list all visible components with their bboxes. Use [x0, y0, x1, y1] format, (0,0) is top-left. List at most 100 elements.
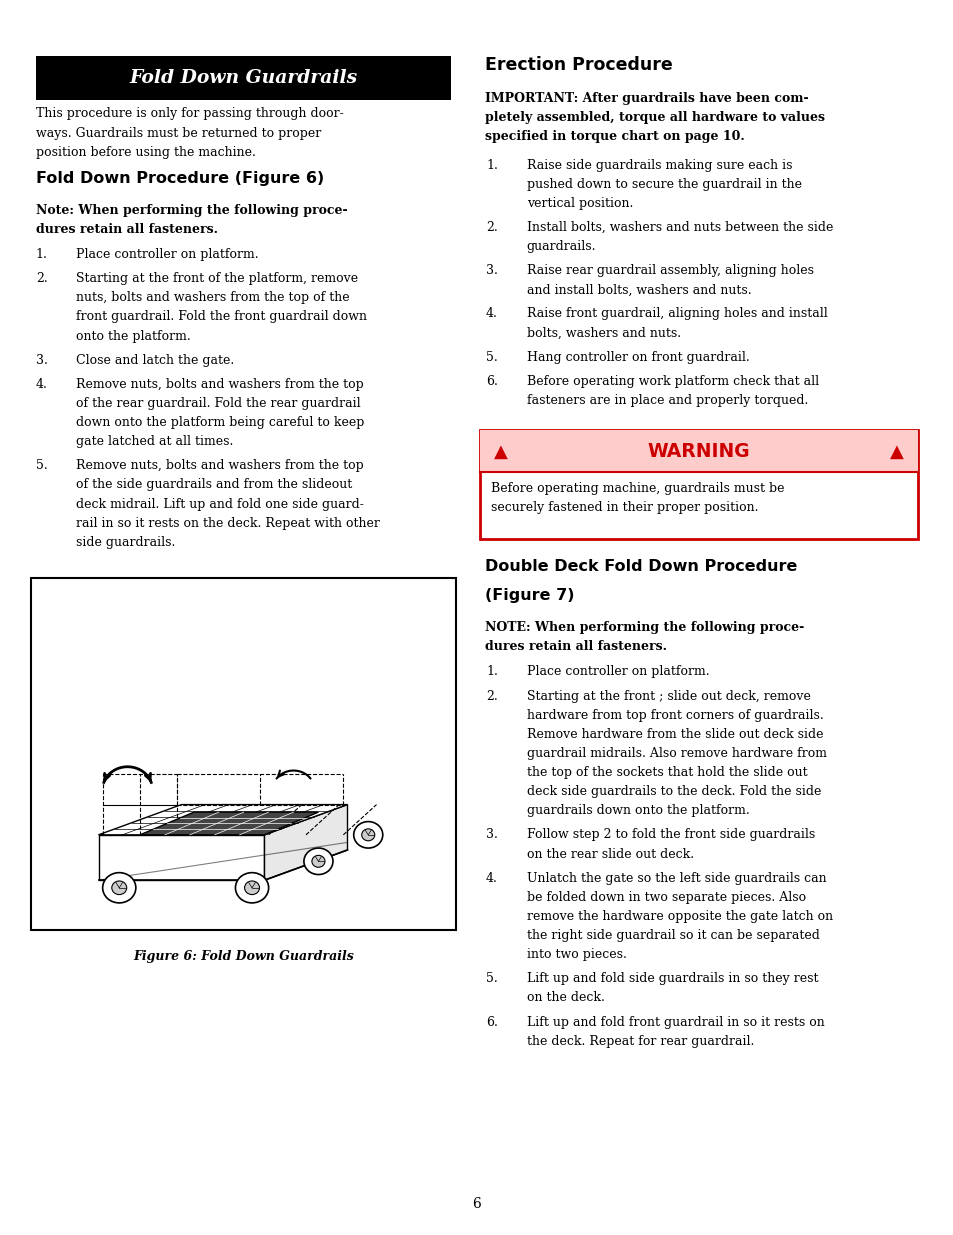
Text: onto the platform.: onto the platform. [76, 330, 191, 342]
Text: IMPORTANT: After guardrails have been com-: IMPORTANT: After guardrails have been co… [484, 91, 807, 105]
Text: Install bolts, washers and nuts between the side: Install bolts, washers and nuts between … [526, 221, 832, 233]
Text: Hang controller on front guardrail.: Hang controller on front guardrail. [526, 351, 748, 363]
Text: the deck. Repeat for rear guardrail.: the deck. Repeat for rear guardrail. [526, 1035, 753, 1047]
FancyBboxPatch shape [479, 430, 917, 538]
Text: 1.: 1. [36, 248, 48, 261]
Text: 5.: 5. [486, 351, 497, 363]
Text: rail in so it rests on the deck. Repeat with other: rail in so it rests on the deck. Repeat … [76, 516, 380, 530]
Text: Fold Down Procedure (Figure 6): Fold Down Procedure (Figure 6) [36, 170, 324, 186]
Text: Double Deck Fold Down Procedure: Double Deck Fold Down Procedure [484, 558, 796, 574]
Text: Starting at the front of the platform, remove: Starting at the front of the platform, r… [76, 272, 358, 285]
Text: Raise rear guardrail assembly, aligning holes: Raise rear guardrail assembly, aligning … [526, 264, 813, 277]
Text: of the rear guardrail. Fold the rear guardrail: of the rear guardrail. Fold the rear gua… [76, 396, 360, 410]
Text: on the rear slide out deck.: on the rear slide out deck. [526, 847, 693, 861]
Text: ▲: ▲ [889, 442, 902, 461]
Text: Raise front guardrail, aligning holes and install: Raise front guardrail, aligning holes an… [526, 308, 826, 320]
Polygon shape [98, 835, 264, 881]
Text: Note: When performing the following proce-: Note: When performing the following proc… [36, 204, 348, 216]
Text: remove the hardware opposite the gate latch on: remove the hardware opposite the gate la… [526, 910, 832, 923]
Text: Remove hardware from the slide out deck side: Remove hardware from the slide out deck … [526, 727, 822, 741]
Text: Starting at the front ; slide out deck, remove: Starting at the front ; slide out deck, … [526, 689, 810, 703]
FancyBboxPatch shape [36, 56, 451, 100]
Text: on the deck.: on the deck. [526, 992, 604, 1004]
Polygon shape [264, 804, 347, 881]
Text: Remove nuts, bolts and washers from the top: Remove nuts, bolts and washers from the … [76, 459, 364, 472]
Text: 4.: 4. [36, 378, 48, 390]
Text: Lift up and fold front guardrail in so it rests on: Lift up and fold front guardrail in so i… [526, 1015, 823, 1029]
Text: ▲: ▲ [494, 442, 507, 461]
Text: guardrails.: guardrails. [526, 240, 596, 253]
Text: 5.: 5. [36, 459, 48, 472]
Text: 2.: 2. [36, 272, 48, 285]
Text: 4.: 4. [486, 308, 497, 320]
Text: ways. Guardrails must be returned to proper: ways. Guardrails must be returned to pro… [36, 127, 321, 140]
Text: be folded down in two separate pieces. Also: be folded down in two separate pieces. A… [526, 890, 805, 904]
Text: fasteners are in place and properly torqued.: fasteners are in place and properly torq… [526, 394, 807, 406]
Text: guardrails down onto the platform.: guardrails down onto the platform. [526, 804, 748, 818]
Text: 4.: 4. [486, 872, 497, 884]
Text: front guardrail. Fold the front guardrail down: front guardrail. Fold the front guardrai… [76, 310, 367, 324]
Text: position before using the machine.: position before using the machine. [36, 146, 255, 159]
Text: WARNING: WARNING [647, 442, 749, 461]
Text: This procedure is only for passing through door-: This procedure is only for passing throu… [36, 107, 344, 121]
Text: Place controller on platform.: Place controller on platform. [526, 666, 708, 678]
Text: 1.: 1. [486, 158, 497, 172]
Text: 3.: 3. [36, 353, 48, 367]
Text: 2.: 2. [486, 221, 497, 233]
Text: pletely assembled, torque all hardware to values: pletely assembled, torque all hardware t… [484, 111, 823, 124]
Text: NOTE: When performing the following proce-: NOTE: When performing the following proc… [484, 621, 803, 634]
Text: Follow step 2 to fold the front side guardrails: Follow step 2 to fold the front side gua… [526, 829, 814, 841]
Text: into two pieces.: into two pieces. [526, 948, 626, 961]
Text: vertical position.: vertical position. [526, 196, 633, 210]
Text: Place controller on platform.: Place controller on platform. [76, 248, 258, 261]
Text: pushed down to secure the guardrail in the: pushed down to secure the guardrail in t… [526, 178, 801, 190]
Polygon shape [98, 804, 347, 835]
Text: side guardrails.: side guardrails. [76, 536, 175, 548]
Text: Lift up and fold side guardrails in so they rest: Lift up and fold side guardrails in so t… [526, 972, 818, 986]
Text: Raise side guardrails making sure each is: Raise side guardrails making sure each i… [526, 158, 791, 172]
Text: Close and latch the gate.: Close and latch the gate. [76, 353, 234, 367]
Circle shape [354, 821, 382, 848]
Text: specified in torque chart on page 10.: specified in torque chart on page 10. [484, 130, 743, 143]
Text: deck side guardrails to the deck. Fold the side: deck side guardrails to the deck. Fold t… [526, 785, 821, 798]
Text: 3.: 3. [486, 264, 497, 277]
Text: nuts, bolts and washers from the top of the: nuts, bolts and washers from the top of … [76, 291, 350, 304]
Circle shape [244, 881, 259, 894]
Text: bolts, washers and nuts.: bolts, washers and nuts. [526, 326, 680, 340]
Text: the right side guardrail so it can be separated: the right side guardrail so it can be se… [526, 929, 819, 942]
Text: of the side guardrails and from the slideout: of the side guardrails and from the slid… [76, 478, 353, 492]
Circle shape [312, 856, 325, 867]
Circle shape [103, 873, 135, 903]
Polygon shape [140, 813, 318, 835]
Text: dures retain all fasteners.: dures retain all fasteners. [484, 640, 666, 653]
FancyBboxPatch shape [31, 578, 456, 930]
Text: guardrail midrails. Also remove hardware from: guardrail midrails. Also remove hardware… [526, 747, 825, 760]
Text: gate latched at all times.: gate latched at all times. [76, 435, 233, 448]
Text: 2.: 2. [486, 689, 497, 703]
Text: hardware from top front corners of guardrails.: hardware from top front corners of guard… [526, 709, 822, 721]
FancyBboxPatch shape [479, 430, 917, 472]
Text: Unlatch the gate so the left side guardrails can: Unlatch the gate so the left side guardr… [526, 872, 825, 884]
Text: 1.: 1. [486, 666, 497, 678]
Circle shape [235, 873, 269, 903]
Circle shape [361, 829, 375, 841]
Text: the top of the sockets that hold the slide out: the top of the sockets that hold the sli… [526, 766, 806, 779]
Text: 6.: 6. [486, 374, 497, 388]
Text: Before operating work platform check that all: Before operating work platform check tha… [526, 374, 818, 388]
Text: (Figure 7): (Figure 7) [484, 588, 574, 604]
Text: 3.: 3. [486, 829, 497, 841]
Text: 5.: 5. [486, 972, 497, 986]
Text: Fold Down Guardrails: Fold Down Guardrails [130, 69, 357, 86]
Text: securely fastened in their proper position.: securely fastened in their proper positi… [491, 501, 758, 514]
Text: deck midrail. Lift up and fold one side guard-: deck midrail. Lift up and fold one side … [76, 498, 364, 510]
Text: 6: 6 [472, 1197, 481, 1212]
Text: down onto the platform being careful to keep: down onto the platform being careful to … [76, 416, 364, 429]
Text: Erection Procedure: Erection Procedure [484, 56, 672, 74]
Text: Remove nuts, bolts and washers from the top: Remove nuts, bolts and washers from the … [76, 378, 364, 390]
Text: dures retain all fasteners.: dures retain all fasteners. [36, 222, 218, 236]
Text: and install bolts, washers and nuts.: and install bolts, washers and nuts. [526, 283, 750, 296]
Text: 6.: 6. [486, 1015, 497, 1029]
Text: Figure 6: Fold Down Guardrails: Figure 6: Fold Down Guardrails [133, 950, 354, 963]
Circle shape [304, 848, 333, 874]
Circle shape [112, 881, 127, 894]
